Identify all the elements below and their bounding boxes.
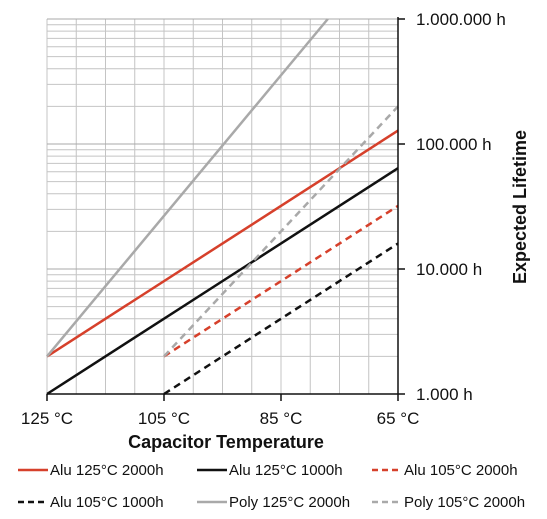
grid [46,18,399,395]
y-tick-label: 1.000.000 h [416,10,506,29]
axes [46,17,405,401]
x-tick-label: 85 °C [260,409,303,428]
y-axis-title: Expected Lifetime [510,130,530,284]
x-tick-label: 125 °C [21,409,73,428]
series-line-3 [163,204,399,358]
legend-label: Alu 125°C 2000h [50,462,164,479]
y-tick-label: 10.000 h [416,260,482,279]
legend: Alu 125°C 2000h Alu 125°C 1000h Alu 105°C … [18,462,525,511]
y-tick-label: 100.000 h [416,135,492,154]
legend-label: Alu 105°C 1000h [50,494,164,511]
series-lines [46,18,399,396]
x-tick-label: 65 °C [377,409,420,428]
legend-label: Poly 125°C 2000h [229,494,350,511]
legend-label: Alu 105°C 2000h [404,462,518,479]
legend-label: Poly 105°C 2000h [404,494,525,511]
tick-labels: 125 °C 105 °C 85 °C 65 °C 1.000 h 10.000 h 100… [21,10,506,428]
legend-label: Alu 125°C 1000h [229,462,343,479]
series-line-6 [163,105,399,358]
series-line-2 [46,167,399,396]
series-line-4 [163,242,399,396]
y-tick-label: 1.000 h [416,385,473,404]
x-axis-title: Capacitor Temperature [128,432,324,452]
x-tick-label: 105 °C [138,409,190,428]
series-line-5 [46,18,329,358]
